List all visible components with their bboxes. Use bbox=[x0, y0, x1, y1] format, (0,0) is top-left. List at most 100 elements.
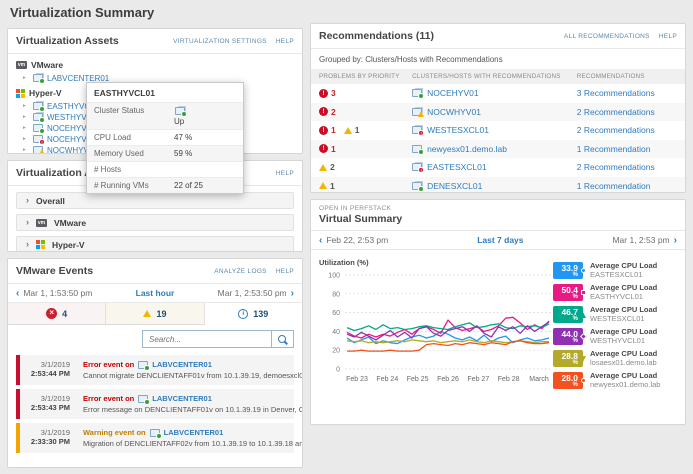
recommendation-row: 1 DENESXCL01 1 Recommendation bbox=[311, 177, 685, 194]
time-range-selector[interactable]: Last hour bbox=[136, 288, 175, 298]
host-icon bbox=[138, 361, 148, 369]
recommendation-link[interactable]: 2 Recommendations bbox=[577, 162, 655, 172]
warning-count: 1 bbox=[330, 181, 335, 191]
expand-arrow-icon[interactable] bbox=[23, 114, 29, 120]
virtualization-settings-link[interactable]: Virtualization Settings bbox=[173, 38, 267, 45]
status-down-icon bbox=[39, 139, 45, 145]
tab-warnings[interactable]: 19 bbox=[106, 303, 204, 324]
next-arrow-icon[interactable] bbox=[674, 236, 677, 245]
legend-item[interactable]: 50.4% Average CPU LoadEASTHYVCL01 bbox=[553, 284, 679, 301]
cpu-load-value: 28.0 bbox=[555, 374, 578, 382]
col-recommendations: Recommendations bbox=[577, 73, 677, 80]
cpu-load-value: 28.8 bbox=[555, 352, 578, 360]
svg-text:Feb 26: Feb 26 bbox=[437, 376, 459, 383]
chart-y-axis-title: Utilization (%) bbox=[319, 258, 553, 267]
recommendation-link[interactable]: 3 Recommendations bbox=[577, 88, 655, 98]
analyze-logs-link[interactable]: Analyze Logs bbox=[214, 268, 267, 275]
cluster-link[interactable]: newyesx01.demo.lab bbox=[427, 144, 507, 154]
prev-arrow-icon[interactable] bbox=[319, 236, 322, 245]
accordion-label: Overall bbox=[36, 196, 65, 206]
svg-text:Feb 28: Feb 28 bbox=[498, 376, 520, 383]
event-time: 2:33:30 PM bbox=[20, 437, 70, 446]
critical-count: 1 bbox=[331, 144, 336, 154]
legend-item[interactable]: 28.8% Average CPU Loadlosaesx01.demo.lab bbox=[553, 350, 679, 367]
svg-text:80: 80 bbox=[332, 291, 340, 298]
panel-header: Virtualization Assets Virtualization Set… bbox=[8, 29, 302, 54]
accordion-row-overall[interactable]: Overall bbox=[16, 192, 294, 209]
event-time: 2:53:43 PM bbox=[20, 403, 70, 412]
tab-informational[interactable]: 139 bbox=[205, 303, 302, 325]
tooltip-row: CPU Load 47 % bbox=[87, 129, 243, 145]
cpu-load-value: 33.9 bbox=[555, 264, 578, 272]
warning-count: 2 bbox=[330, 162, 335, 172]
time-range-selector[interactable]: Last 7 days bbox=[477, 235, 523, 245]
panel-title: VMware Events bbox=[16, 265, 93, 277]
vmware-icon bbox=[16, 61, 27, 69]
warning-icon bbox=[344, 127, 352, 134]
search-icon bbox=[277, 334, 288, 345]
panel-header: Recommendations (11) All Recommendations… bbox=[311, 24, 685, 49]
svg-text:0: 0 bbox=[336, 367, 340, 374]
open-in-perfstack-link[interactable]: Open in PerfStack bbox=[311, 200, 685, 212]
virtual-summary-panel: Open in PerfStack Virtual Summary Feb 22… bbox=[310, 199, 686, 425]
recommendation-link[interactable]: 1 Recommendation bbox=[577, 144, 651, 154]
next-arrow-icon[interactable] bbox=[291, 289, 294, 298]
recommendation-row: 1 newyesx01.demo.lab 1 Recommendation bbox=[311, 140, 685, 159]
expand-arrow-icon[interactable] bbox=[23, 125, 29, 131]
tree-group-vmware[interactable]: VMware bbox=[16, 60, 294, 70]
range-start: Feb 22, 2:53 pm bbox=[326, 235, 388, 245]
expand-arrow-icon[interactable] bbox=[23, 75, 29, 81]
page-title: Virtualization Summary bbox=[0, 0, 693, 23]
search-input[interactable] bbox=[143, 331, 271, 347]
legend-item[interactable]: 33.9% Average CPU LoadEASTESXCL01 bbox=[553, 262, 679, 279]
cluster-link[interactable]: NOCWHYV01 bbox=[427, 107, 481, 117]
tooltip-row: # Running VMs 22 of 25 bbox=[87, 177, 243, 193]
range-start: Mar 1, 1:53:50 pm bbox=[23, 288, 92, 298]
legend-item[interactable]: 28.0% Average CPU Loadnewyesx01.demo.lab bbox=[553, 372, 679, 389]
error-icon bbox=[46, 308, 57, 319]
critical-count: 1 bbox=[331, 125, 336, 135]
help-link[interactable]: Help bbox=[276, 268, 294, 275]
status-down-icon bbox=[418, 167, 424, 173]
events-list: 3/1/2019 2:53:44 PM Error event on LABVCE… bbox=[8, 353, 302, 459]
cluster-link[interactable]: WESTESXCL01 bbox=[427, 125, 489, 135]
cpu-load-badge: 50.4% bbox=[553, 284, 583, 301]
help-link[interactable]: Help bbox=[276, 38, 294, 45]
accordion-row-vmware[interactable]: VMware bbox=[16, 214, 294, 231]
cpu-load-value: 44.0 bbox=[555, 330, 578, 338]
help-link[interactable]: Help bbox=[276, 170, 294, 177]
status-up-icon bbox=[144, 399, 150, 405]
chevron-right-icon bbox=[26, 218, 29, 227]
expand-arrow-icon[interactable] bbox=[23, 147, 29, 153]
prev-arrow-icon[interactable] bbox=[16, 289, 19, 298]
tab-errors[interactable]: 4 bbox=[8, 303, 106, 324]
accordion-row-hyperv[interactable]: Hyper-V bbox=[16, 236, 294, 252]
event-date: 3/1/2019 bbox=[41, 394, 70, 403]
status-up-icon bbox=[156, 433, 162, 439]
error-count: 4 bbox=[62, 309, 67, 319]
tooltip-label: Cluster Status bbox=[94, 106, 144, 115]
event-time: 2:53:44 PM bbox=[20, 369, 70, 378]
event-detail: Migration of DENCLIENTAFF02v from 10.1.3… bbox=[83, 439, 303, 448]
cluster-link[interactable]: DENESXCL01 bbox=[427, 181, 482, 191]
expand-arrow-icon[interactable] bbox=[23, 136, 29, 142]
recommendation-row: 3 NOCEHYV01 3 Recommendations bbox=[311, 84, 685, 103]
event-host-link[interactable]: LABVCENTER01 bbox=[152, 394, 212, 403]
recommendation-link[interactable]: 2 Recommendations bbox=[577, 107, 655, 117]
event-type: Error event on bbox=[83, 360, 134, 369]
recommendation-link[interactable]: 1 Recommendation bbox=[577, 181, 651, 191]
right-column: Recommendations (11) All Recommendations… bbox=[310, 23, 686, 431]
event-host-link[interactable]: LABVCENTER01 bbox=[152, 360, 212, 369]
status-up-icon bbox=[418, 149, 424, 155]
cluster-link[interactable]: EASTESXCL01 bbox=[427, 162, 487, 172]
recommendation-link[interactable]: 2 Recommendations bbox=[577, 125, 655, 135]
cluster-link[interactable]: NOCEHYV01 bbox=[427, 88, 479, 98]
event-row: 3/1/20192:33:30 PM Warning event on LABV… bbox=[16, 423, 294, 453]
expand-arrow-icon[interactable] bbox=[23, 103, 29, 109]
help-link[interactable]: Help bbox=[659, 33, 677, 40]
legend-item[interactable]: 46.7% Average CPU LoadWESTESXCL01 bbox=[553, 306, 679, 323]
legend-item[interactable]: 44.0% Average CPU LoadWESTHYVCL01 bbox=[553, 328, 679, 345]
search-button[interactable] bbox=[271, 331, 293, 347]
cluster-icon bbox=[33, 102, 43, 110]
all-recommendations-link[interactable]: All Recommendations bbox=[564, 33, 650, 40]
